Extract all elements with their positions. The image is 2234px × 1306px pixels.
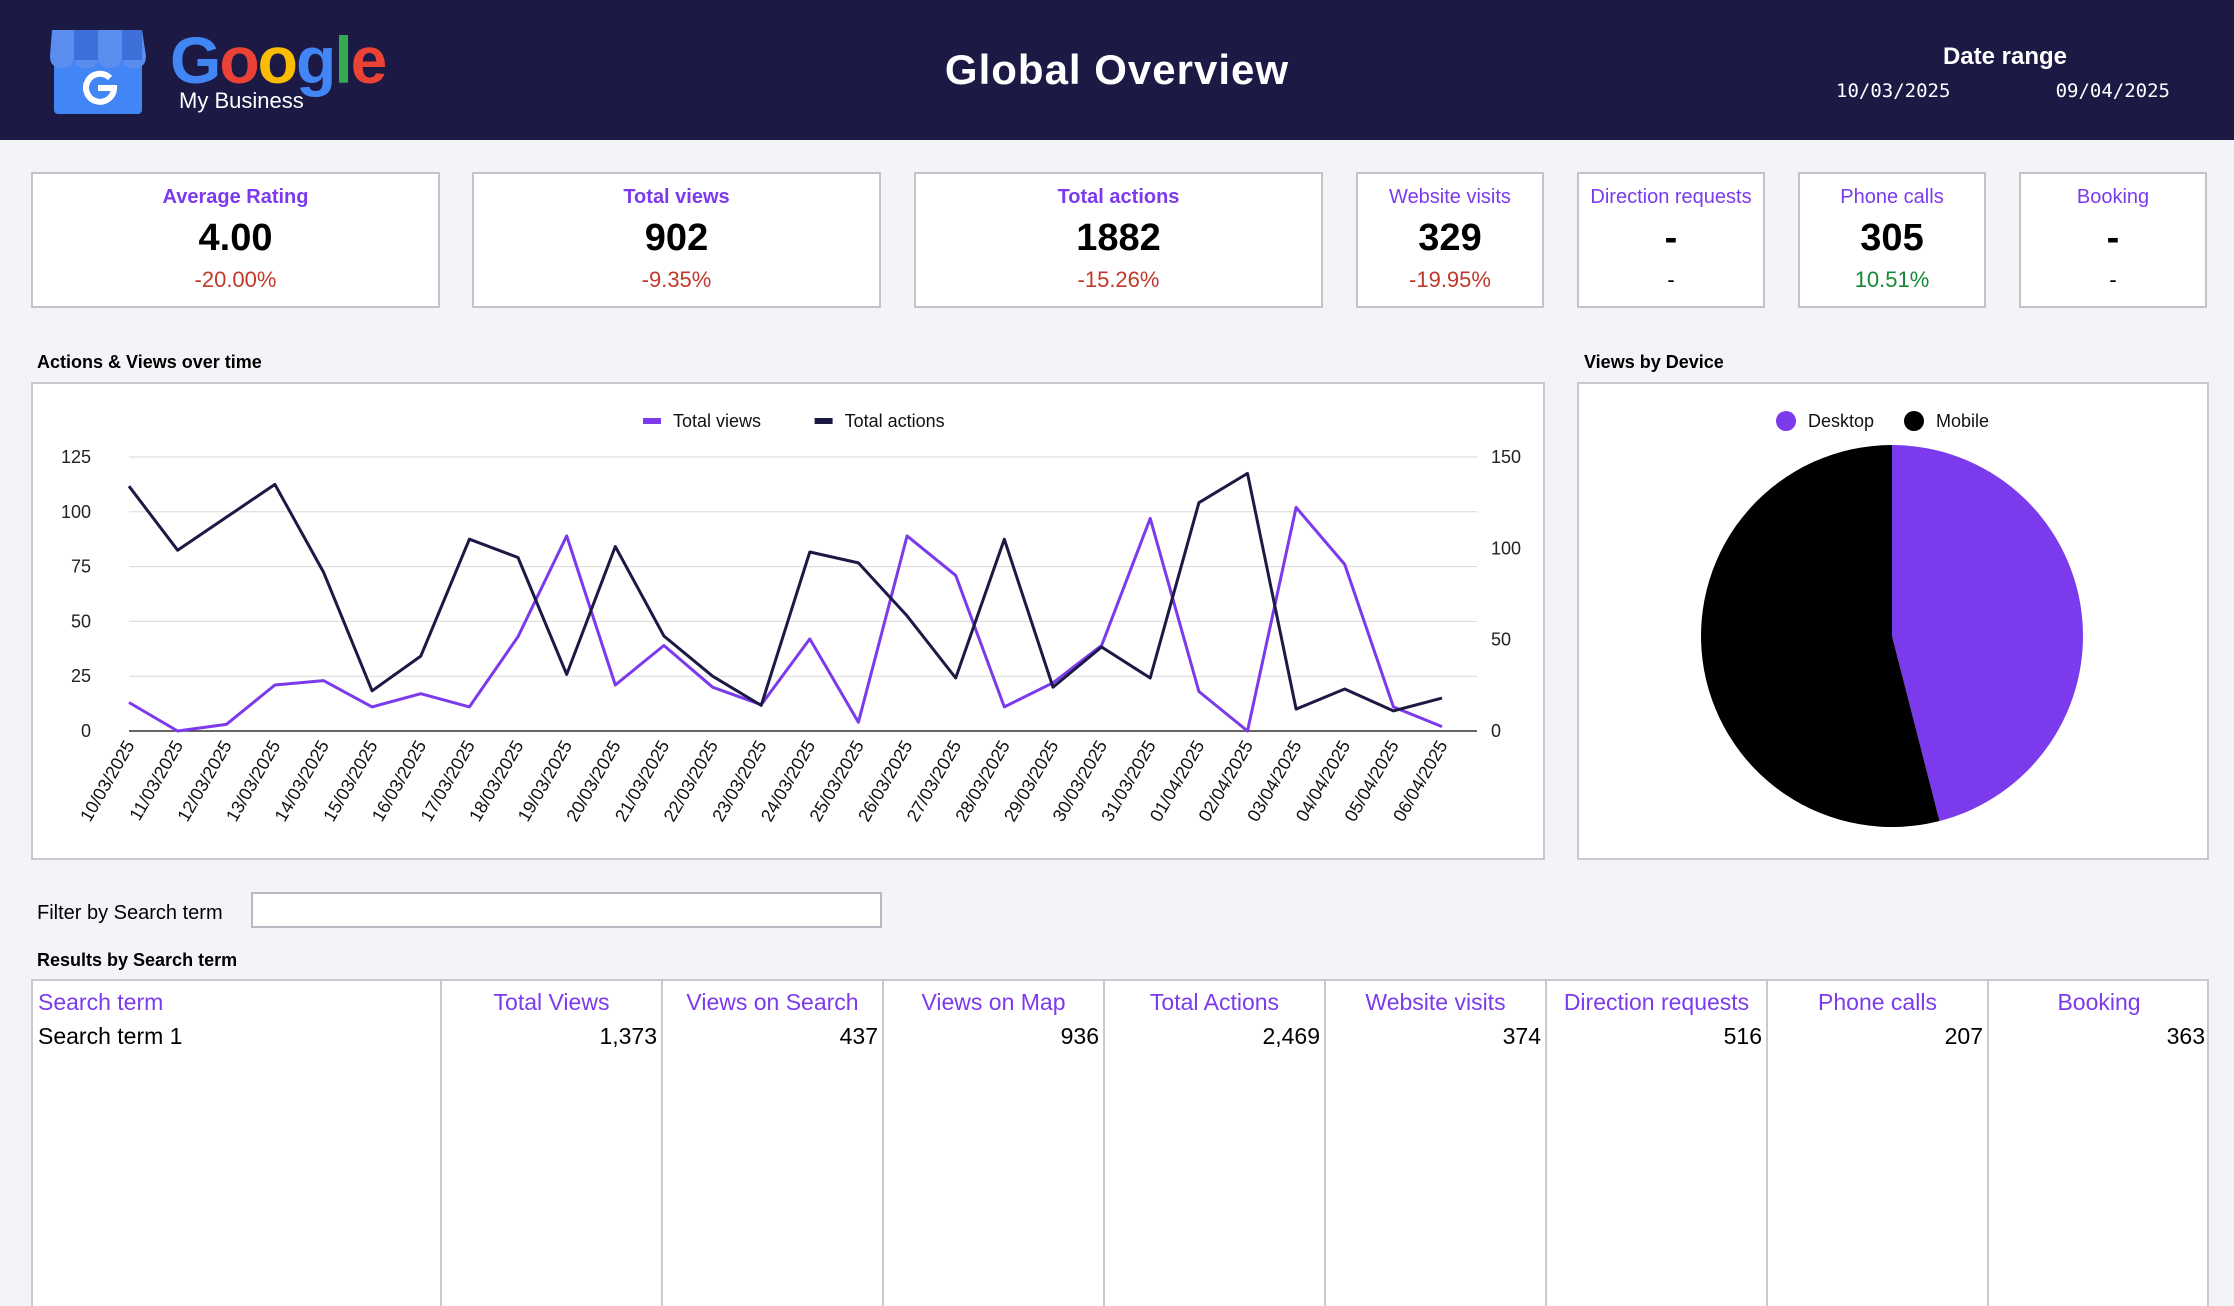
y-tick-label-left: 100 (61, 502, 91, 522)
google-my-business-logo: Google My Business (46, 23, 387, 122)
kpi-title: Total actions (1057, 186, 1180, 208)
kpi-delta: - (1667, 267, 1675, 292)
column-booking: Booking 363 (1989, 981, 2209, 1306)
column-header[interactable]: Phone calls (1818, 989, 1937, 1015)
kpi-card-direction-requests: Direction requests - - (1577, 172, 1765, 308)
column-direction-requests: Direction requests 516 (1547, 981, 1768, 1306)
pie-chart: Desktop Mobile (1701, 411, 2084, 827)
legend-dot (1904, 411, 1924, 431)
column-views-on-map: Views on Map 936 (884, 981, 1105, 1306)
search-term-filter-input[interactable] (251, 892, 882, 928)
column-header[interactable]: Total Views (493, 989, 610, 1015)
kpi-value: 4.00 (198, 217, 273, 259)
table-cell: Search term 1 (38, 1023, 183, 1049)
line-chart-section-title: Actions & Views over time (37, 352, 262, 372)
kpi-delta: 10.51% (1854, 267, 1930, 292)
kpi-value: 1882 (1076, 217, 1161, 259)
table-cell: 207 (1944, 1023, 1983, 1049)
table-cell: 936 (1060, 1023, 1099, 1049)
filter-label: Filter by Search term (37, 902, 223, 924)
date-range-label: Date range (1942, 43, 2068, 70)
table-cell: 363 (2166, 1023, 2205, 1049)
date-to[interactable]: 09/04/2025 (2055, 80, 2170, 102)
kpi-title: Booking (2076, 186, 2150, 208)
date-range-control[interactable]: Date range 10/03/2025 09/04/2025 (1820, 40, 2190, 110)
table-cell: 516 (1723, 1023, 1762, 1049)
kpi-card-phone-calls: Phone calls 305 10.51% (1798, 172, 1986, 308)
column-website-visits: Website visits 374 (1326, 981, 1547, 1306)
kpi-value: 305 (1860, 217, 1924, 259)
y-tick-label-right: 50 (1491, 630, 1511, 650)
kpi-value: 902 (644, 217, 709, 259)
kpi-delta: -20.00% (194, 267, 277, 292)
kpi-card-total-views: Total views 902 -9.35% (472, 172, 881, 308)
y-tick-label-left: 75 (71, 557, 91, 577)
kpi-value: 329 (1418, 217, 1482, 259)
column-header[interactable]: Website visits (1365, 989, 1506, 1015)
logo-subtitle: My Business (179, 88, 304, 113)
kpi-card-booking: Booking - - (2019, 172, 2207, 308)
kpi-delta: - (2109, 267, 2117, 292)
page-title: Global Overview (944, 46, 1290, 93)
kpi-title: Average Rating (162, 186, 309, 208)
legend-label: Total actions (845, 411, 945, 431)
line-chart: 025507510012505010015010/03/202511/03/20… (61, 411, 1521, 825)
storefront-icon (50, 30, 146, 114)
legend-label: Total views (673, 411, 761, 431)
column-search-term: Search term Search term 1 (33, 981, 442, 1306)
y-tick-label-right: 100 (1491, 538, 1521, 558)
table-cell: 437 (839, 1023, 878, 1049)
line-chart-panel: 0 25 50 75 100 125 0 50 100 150 10/03/2025 11/03/20… (31, 382, 1545, 860)
y-tick-label-left: 25 (71, 666, 91, 686)
table-cell: 374 (1502, 1023, 1541, 1049)
legend-dot (1776, 411, 1796, 431)
kpi-card-website-visits: Website visits 329 -19.95% (1356, 172, 1544, 308)
series-line-total-actions (127, 471, 1443, 713)
kpi-title: Direction requests (1590, 186, 1752, 208)
y-tick-label-right: 0 (1491, 721, 1501, 741)
column-header[interactable]: Direction requests (1563, 989, 1750, 1015)
column-total-actions: Total Actions 2,469 (1105, 981, 1326, 1306)
kpi-title: Website visits (1389, 186, 1511, 208)
legend-label: Mobile (1936, 411, 1989, 431)
kpi-title: Total views (623, 186, 730, 208)
kpi-delta: -9.35% (641, 267, 712, 292)
results-table: Search term Search term 1 Total Views 1,… (31, 979, 2209, 1306)
header-bar: Google My Business Global Overview Date … (0, 0, 2234, 140)
kpi-delta: -15.26% (1077, 267, 1160, 292)
y-tick-label-left: 0 (81, 721, 91, 741)
date-from[interactable]: 10/03/2025 (1836, 80, 1951, 102)
y-tick-label-right: 150 (1491, 447, 1521, 467)
column-header[interactable]: Total Actions (1149, 989, 1280, 1015)
y-tick-label-left: 125 (61, 447, 91, 467)
pie-chart-panel: Desktop Mobile (1577, 382, 2209, 860)
pie-slice-mobile (1701, 445, 1940, 827)
y-tick-label-left: 50 (71, 611, 91, 631)
column-header[interactable]: Views on Map (921, 989, 1066, 1015)
column-header[interactable]: Views on Search (686, 989, 859, 1015)
google-wordmark: Google (170, 23, 387, 97)
column-header[interactable]: Search term (38, 989, 164, 1015)
column-header[interactable]: Booking (2057, 989, 2141, 1015)
legend-swatch (814, 418, 833, 424)
legend-label: Desktop (1808, 411, 1874, 431)
kpi-value: - (2106, 217, 2120, 259)
series-line-total-views (128, 505, 1443, 733)
legend-swatch (643, 418, 661, 424)
kpi-card-total-actions: Total actions 1882 -15.26% (914, 172, 1323, 308)
column-views-on-search: Views on Search 437 (663, 981, 884, 1306)
column-phone-calls: Phone calls 207 (1768, 981, 1989, 1306)
kpi-title: Phone calls (1840, 186, 1944, 208)
table-section-title: Results by Search term (37, 950, 238, 970)
column-total-views: Total Views 1,373 (442, 981, 663, 1306)
table-cell: 1,373 (599, 1023, 657, 1049)
kpi-value: - (1664, 217, 1678, 259)
pie-slice-desktop (1892, 445, 2084, 821)
table-cell: 2,469 (1262, 1023, 1320, 1049)
kpi-card-average-rating: Average Rating 4.00 -20.00% (31, 172, 440, 308)
kpi-delta: -19.95% (1409, 267, 1491, 292)
pie-chart-section-title: Views by Device (1584, 352, 1724, 372)
